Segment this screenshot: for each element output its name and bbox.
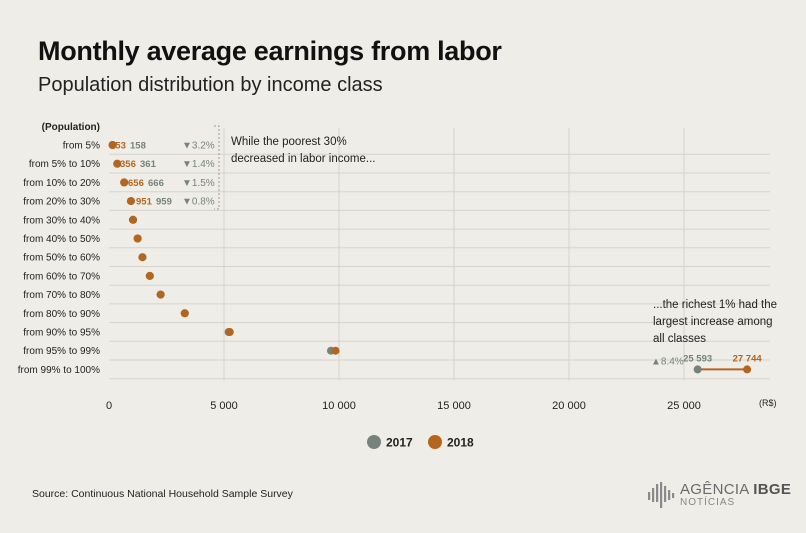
- dot-2018: [331, 346, 340, 355]
- x-tick-label: 20 000: [552, 400, 586, 412]
- y-axis-label: (Population): [42, 122, 100, 133]
- logo-brand-bold-text: IBGE: [753, 481, 792, 498]
- dot-2018: [145, 271, 154, 280]
- dot-2018: [138, 253, 147, 262]
- legend-label-2017: 2017: [386, 436, 413, 450]
- dot-2017: [693, 365, 702, 374]
- annotation-richest: ...the richest 1% had the largest increas…: [653, 299, 777, 345]
- chart-title: Monthly average earnings from labor: [38, 36, 502, 66]
- bracket-poorest: [214, 125, 220, 210]
- data-label-2017: 361: [140, 159, 157, 170]
- data-label-2017: 666: [148, 178, 164, 189]
- x-tick-label: 0: [106, 400, 112, 412]
- logo-sub-text: NOTÍCIAS: [680, 497, 736, 508]
- data-label-2018: 27 744: [733, 353, 763, 364]
- data-label-2018: 656: [128, 178, 144, 189]
- change-label: ▼1.5%: [182, 178, 215, 189]
- dot-2018: [113, 159, 122, 168]
- legend-swatch-2018: [428, 435, 442, 449]
- x-tick-label: 10 000: [322, 400, 356, 412]
- dot-2018: [126, 197, 135, 206]
- dot-2018: [133, 234, 142, 243]
- x-tick-label: 15 000: [437, 400, 471, 412]
- category-label: from 90% to 95%: [23, 328, 100, 339]
- category-label: from 40% to 50%: [23, 234, 100, 245]
- dot-2018: [180, 309, 189, 318]
- dot-2018: [120, 178, 129, 187]
- category-label: from 50% to 60%: [23, 253, 100, 264]
- logo-brand-text: AGÊNCIA: [680, 481, 749, 498]
- x-axis-unit: (R$): [759, 398, 777, 408]
- dot-2018: [743, 365, 752, 374]
- x-tick-label: 25 000: [667, 400, 701, 412]
- data-label-2017: 959: [156, 197, 172, 208]
- change-label: ▼3.2%: [182, 141, 215, 152]
- legend-swatch-2017: [367, 435, 381, 449]
- ibge-logo-icon: [648, 482, 675, 508]
- legend-label-2018: 2018: [447, 436, 474, 450]
- dot-2018: [156, 290, 165, 299]
- x-tick-label: 5 000: [210, 400, 238, 412]
- dot-chart: 0 5 000 10 000 15 000 20 000 25 000 (R$) (Popul…: [18, 122, 777, 450]
- data-label-2018: 951: [136, 197, 153, 208]
- dot-2018: [108, 141, 117, 149]
- category-label: from 5% to 10%: [29, 159, 100, 170]
- category-label: from 95% to 99%: [23, 346, 100, 357]
- category-label: from 80% to 90%: [23, 309, 100, 320]
- source-note: Source: Continuous National Household Sa…: [32, 488, 293, 500]
- category-label: from 10% to 20%: [23, 178, 100, 189]
- change-label: ▼0.8%: [182, 197, 215, 208]
- category-label: from 99% to 100%: [18, 365, 100, 376]
- dot-2018: [128, 215, 137, 224]
- data-label-2018: 356: [120, 159, 136, 170]
- category-label: from 5%: [63, 141, 100, 152]
- agencia-ibge-logo: AGÊNCIA IBGE NOTÍCIAS: [646, 480, 791, 510]
- category-label: from 20% to 30%: [23, 197, 100, 208]
- category-label: from 70% to 80%: [23, 290, 100, 301]
- dot-2018: [225, 328, 234, 336]
- change-label: ▼1.4%: [182, 159, 215, 170]
- data-label-2018: 153: [110, 141, 126, 152]
- annotation-poorest: While the poorest 30% decreased in labor …: [231, 136, 375, 165]
- category-label: from 30% to 40%: [23, 215, 100, 226]
- change-label: ▲8.4%: [651, 356, 684, 367]
- chart-subtitle: Population distribution by income class: [38, 74, 383, 96]
- data-label-2017: 158: [130, 141, 146, 152]
- category-label: from 60% to 70%: [23, 271, 100, 282]
- data-label-2017: 25 593: [683, 353, 712, 364]
